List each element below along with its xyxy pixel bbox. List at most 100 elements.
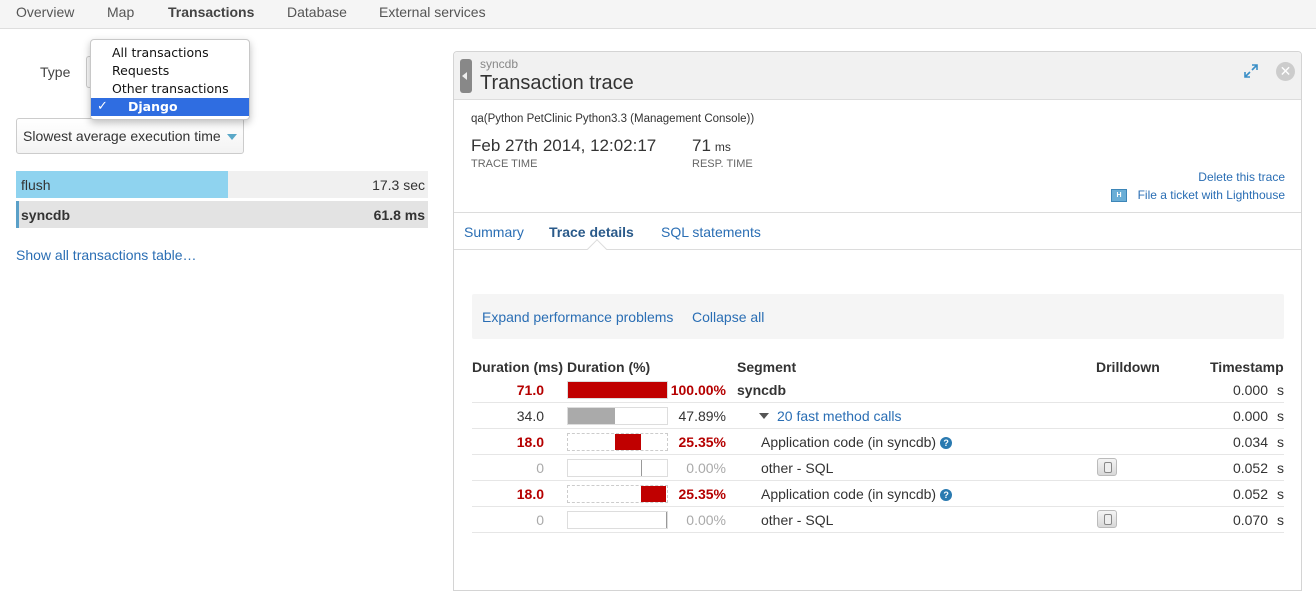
checkmark-icon: ✓: [97, 99, 108, 114]
resp-time-label: RESP. TIME: [692, 158, 753, 170]
segment-label: syncdb: [737, 382, 787, 398]
tab-database[interactable]: Database: [287, 4, 347, 20]
duration-pct: 47.89%: [678, 408, 726, 424]
tab-sql-statements[interactable]: SQL statements: [661, 224, 761, 240]
trace-row: 18.0 25.35% Application code (in syncdb)? 0…: [472, 429, 1284, 455]
timestamp-unit: s: [1277, 408, 1284, 424]
timestamp: 0.000: [1232, 408, 1268, 424]
transaction-row-syncdb[interactable]: syncdb 61.8 ms: [16, 201, 428, 228]
tab-overview[interactable]: Overview: [16, 4, 75, 20]
transaction-value: 17.3 sec: [372, 177, 425, 193]
column-segment: Segment: [737, 359, 797, 375]
help-icon[interactable]: ?: [940, 489, 953, 501]
trace-row: 34.0 47.89% 20 fast method calls 0.000 s: [472, 403, 1284, 429]
chevron-down-icon: [227, 134, 237, 140]
column-duration-ms: Duration (ms): [472, 359, 563, 375]
trace-row: 0 0.00% other - SQL 0.070 s: [472, 507, 1284, 533]
collapse-all-link[interactable]: Collapse all: [692, 309, 765, 325]
type-option-django[interactable]: ✓ Django: [91, 98, 249, 116]
database-drilldown-icon[interactable]: [1097, 458, 1117, 476]
duration-ms: 0: [536, 512, 544, 528]
tab-map[interactable]: Map: [107, 4, 135, 20]
duration-bar: [567, 511, 668, 529]
timestamp-unit: s: [1277, 382, 1284, 398]
segment-label[interactable]: 20 fast method calls: [777, 408, 902, 424]
timestamp-unit: s: [1277, 460, 1284, 476]
expand-icon[interactable]: [1244, 64, 1258, 78]
close-icon[interactable]: ✕: [1276, 62, 1295, 81]
segment: syncdb: [737, 382, 786, 398]
expand-performance-problems-link[interactable]: Expand performance problems: [482, 309, 674, 325]
transaction-bar: [16, 171, 229, 198]
tab-summary[interactable]: Summary: [464, 224, 524, 240]
collapse-handle-icon[interactable]: [460, 59, 472, 93]
duration-bar-fill: [568, 408, 616, 424]
timestamp: 0.070: [1232, 512, 1268, 528]
resp-time-unit: ms: [714, 140, 731, 154]
duration-bar: [567, 459, 668, 477]
duration-bar: [567, 381, 668, 399]
segment: Application code (in syncdb)?: [761, 486, 953, 502]
top-nav: Overview Map Transactions Database Exter…: [0, 0, 1316, 29]
type-dropdown-menu: All transactions Requests Other transact…: [90, 39, 250, 120]
app-name: qa(Python PetClinic Python3.3 (Managemen…: [471, 113, 755, 125]
trace-row: 0 0.00% other - SQL 0.052 s: [472, 455, 1284, 481]
file-ticket-link[interactable]: File a ticket with Lighthouse: [1137, 188, 1285, 202]
trace-row: 18.0 25.35% Application code (in syncdb)? 0…: [472, 481, 1284, 507]
trace-panel-header: syncdb Transaction trace ✕: [454, 52, 1301, 100]
duration-bar: [567, 407, 668, 425]
sort-select-value: Slowest average execution time: [23, 128, 221, 144]
type-option-django-label: Django: [128, 99, 178, 114]
duration-bar: [567, 485, 668, 503]
tab-external-services[interactable]: External services: [379, 4, 486, 20]
column-duration-pct: Duration (%): [567, 359, 651, 375]
trace-time-label: TRACE TIME: [471, 158, 538, 170]
segment-label: Application code (in syncdb): [761, 434, 937, 450]
transaction-name: syncdb: [21, 207, 71, 223]
transaction-row-flush[interactable]: flush 17.3 sec: [16, 171, 428, 198]
trace-app-label: syncdb: [480, 57, 519, 71]
segment: Application code (in syncdb)?: [761, 434, 953, 450]
type-label: Type: [40, 64, 71, 80]
segment-label: Application code (in syncdb): [761, 486, 937, 502]
segment[interactable]: 20 fast method calls: [759, 408, 902, 424]
tab-trace-details[interactable]: Trace details: [549, 224, 634, 240]
duration-bar-fill: [665, 512, 667, 528]
duration-ms: 0: [536, 460, 544, 476]
duration-bar: [567, 433, 668, 451]
transaction-value: 61.8 ms: [373, 207, 425, 223]
duration-bar-fill: [640, 460, 642, 476]
type-option-all-transactions[interactable]: All transactions: [112, 45, 209, 60]
duration-bar-fill: [615, 434, 641, 450]
segment: other - SQL: [761, 460, 833, 476]
sort-select[interactable]: Slowest average execution time: [16, 118, 244, 154]
trace-toolbar: Expand performance problems Collapse all: [472, 294, 1284, 339]
duration-pct: 25.35%: [678, 434, 726, 450]
segment-label: other - SQL: [761, 512, 834, 528]
timestamp: 0.034: [1232, 434, 1268, 450]
duration-ms: 34.0: [516, 408, 544, 424]
timestamp: 0.052: [1232, 486, 1268, 502]
show-all-transactions-link[interactable]: Show all transactions table…: [16, 247, 197, 263]
column-timestamp: Timestamp: [1210, 359, 1284, 375]
type-option-other-transactions[interactable]: Other transactions: [112, 81, 229, 96]
transaction-bar: [19, 201, 428, 228]
column-drilldown: Drilldown: [1096, 359, 1160, 375]
duration-bar-fill: [568, 382, 667, 398]
trace-subtabs: Summary Trace details SQL statements: [454, 212, 1301, 250]
expander-triangle-icon[interactable]: [759, 413, 769, 419]
delete-trace-link[interactable]: Delete this trace: [1198, 170, 1285, 184]
segment-label: other - SQL: [761, 460, 834, 476]
tab-transactions[interactable]: Transactions: [168, 4, 255, 20]
timestamp-unit: s: [1277, 512, 1284, 528]
resp-time-number: 71: [692, 136, 711, 155]
duration-pct: 25.35%: [678, 486, 726, 502]
duration-ms: 18.0: [516, 434, 544, 450]
trace-row: 71.0 100.00% syncdb 0.000 s: [472, 377, 1284, 403]
duration-pct: 100.00%: [670, 382, 726, 398]
help-icon[interactable]: ?: [940, 437, 953, 449]
type-option-requests[interactable]: Requests: [112, 63, 170, 78]
duration-pct: 0.00%: [686, 460, 726, 476]
database-drilldown-icon[interactable]: [1097, 510, 1117, 528]
trace-time-value: Feb 27th 2014, 12:02:17: [471, 136, 657, 155]
